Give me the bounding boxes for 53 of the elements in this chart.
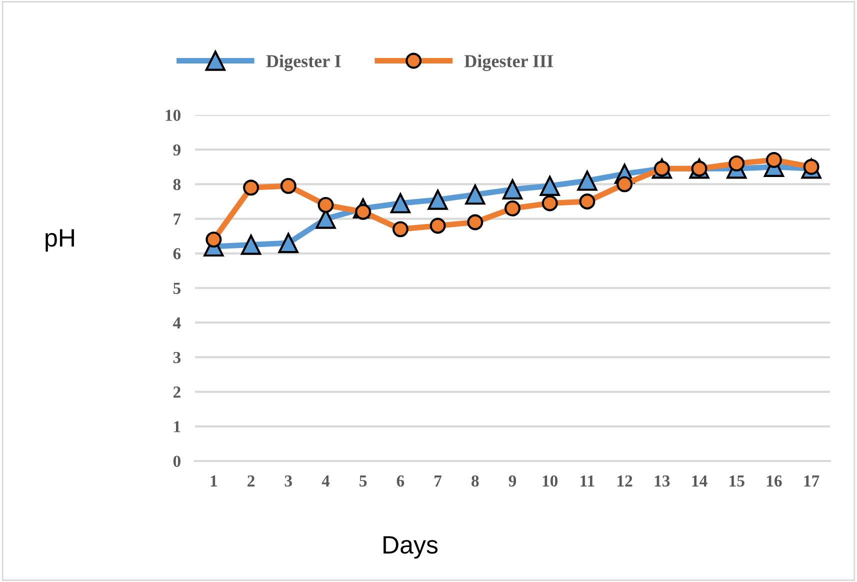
y-tick-label: 7: [174, 214, 181, 225]
point: [428, 190, 448, 210]
y-tick-label: 6: [173, 248, 181, 260]
y-tick-label: 8: [173, 178, 181, 190]
point: [542, 195, 558, 212]
legend-label: Digester III: [464, 54, 553, 72]
point: [577, 170, 598, 191]
x-tick-label: 7: [434, 476, 442, 486]
x-tick-label: 16: [766, 475, 782, 487]
point: [392, 221, 408, 238]
point: [540, 176, 560, 196]
y-tick-label: 9: [173, 144, 181, 156]
point: [504, 200, 520, 216]
y-axis-title: pH: [46, 229, 74, 252]
x-tick-label: 5: [360, 476, 367, 487]
y-tick-label: 1: [174, 421, 180, 432]
x-tick-label: 17: [804, 475, 820, 486]
x-axis-title: Days: [384, 536, 438, 559]
point: [465, 184, 486, 205]
x-tick-label: 13: [654, 475, 670, 487]
point: [502, 179, 523, 200]
point: [240, 234, 262, 255]
x-tick-label: 11: [580, 475, 594, 486]
x-tick-label: 2: [248, 475, 254, 486]
point: [616, 176, 633, 192]
point: [278, 232, 298, 254]
y-tick-label: 10: [166, 110, 180, 121]
point: [728, 155, 745, 172]
legend-label: Digester I: [266, 54, 341, 72]
x-tick-label: 8: [472, 475, 479, 487]
y-tick-label: 3: [173, 352, 181, 364]
x-tick-label: 4: [322, 475, 330, 486]
x-tick-label: 6: [396, 475, 404, 487]
point: [430, 218, 446, 234]
point: [206, 232, 222, 248]
x-tick-label: 14: [692, 475, 708, 486]
x-tick-label: 9: [508, 475, 516, 487]
y-tick-label: 4: [173, 317, 181, 328]
point: [280, 178, 296, 194]
y-tick-label: 0: [173, 456, 180, 467]
point: [243, 180, 260, 196]
point: [467, 214, 484, 230]
point: [579, 194, 596, 210]
x-tick-label: 1: [210, 475, 217, 486]
x-tick-label: 12: [618, 475, 632, 486]
point: [766, 152, 782, 168]
point: [390, 193, 411, 214]
x-tick-label: 3: [284, 475, 292, 487]
x-tick-label: 10: [542, 475, 558, 487]
x-tick-label: 15: [730, 475, 744, 487]
y-tick-label: 5: [173, 282, 180, 294]
point: [318, 196, 334, 213]
y-tick-label: 2: [173, 386, 180, 398]
